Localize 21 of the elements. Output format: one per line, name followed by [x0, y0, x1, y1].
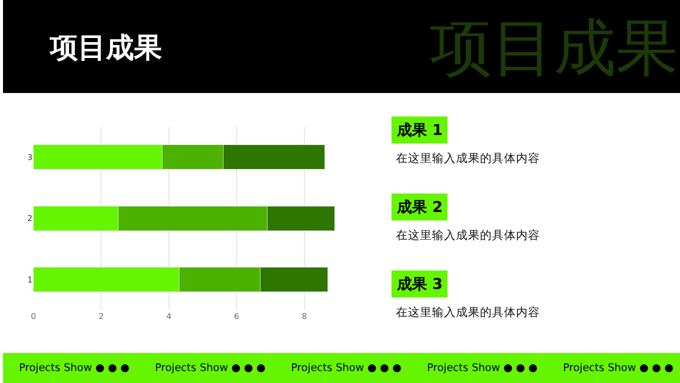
x-tick-label: 8	[302, 312, 307, 322]
text: 成果 2	[396, 198, 443, 216]
text: 在这里输入成果的具体内容	[396, 228, 540, 242]
text: 成果 3	[396, 275, 443, 293]
text: Projects Show ● ● ●	[291, 362, 402, 374]
y-tick-label: 3	[27, 152, 32, 162]
x-tick-label: 4	[166, 312, 172, 322]
text: 在这里输入成果的具体内容	[396, 305, 540, 319]
x-tick-label: 6	[234, 312, 240, 322]
text: Projects Show ● ● ●	[19, 362, 130, 374]
chart-title: 项目成果	[49, 30, 162, 64]
text: Projects Show ● ● ●	[155, 362, 266, 374]
text: 项目成果	[430, 11, 678, 84]
x-tick-label: 2	[98, 312, 104, 322]
text: Projects Show ● ● ●	[563, 362, 674, 374]
y-tick-label: 1	[27, 275, 32, 284]
y-tick-label: 2	[27, 214, 32, 224]
text: 在这里输入成果的具体内容	[396, 151, 540, 165]
text: Projects Show ● ● ●	[427, 362, 538, 374]
x-tick-label: 0	[30, 312, 36, 322]
text: 成果 1	[396, 121, 443, 139]
